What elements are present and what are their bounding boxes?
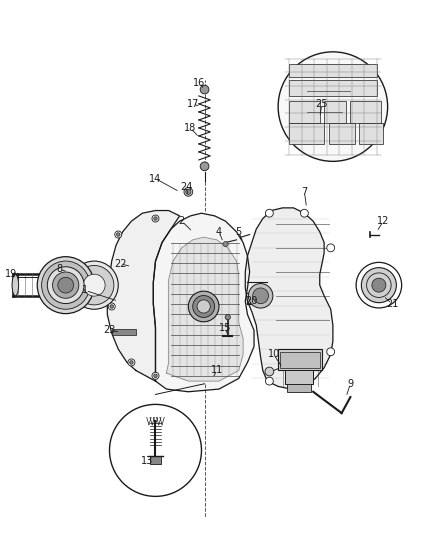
Text: 24: 24 xyxy=(180,182,192,191)
Bar xyxy=(287,384,311,392)
Circle shape xyxy=(265,367,274,376)
Circle shape xyxy=(361,268,396,303)
Text: 25: 25 xyxy=(316,99,328,109)
Circle shape xyxy=(223,241,228,247)
Polygon shape xyxy=(166,237,243,381)
Text: 16: 16 xyxy=(193,78,205,87)
Circle shape xyxy=(154,374,157,377)
Ellipse shape xyxy=(12,274,18,296)
Bar xyxy=(324,101,346,123)
Circle shape xyxy=(265,377,273,385)
Circle shape xyxy=(193,295,215,318)
Bar xyxy=(289,80,377,96)
Circle shape xyxy=(327,244,335,252)
Text: 23: 23 xyxy=(103,326,116,335)
Bar xyxy=(112,329,136,335)
Circle shape xyxy=(42,261,90,309)
Circle shape xyxy=(152,372,159,379)
Circle shape xyxy=(188,291,219,322)
Circle shape xyxy=(200,85,209,94)
Circle shape xyxy=(300,209,308,217)
Circle shape xyxy=(154,217,157,220)
Circle shape xyxy=(200,162,209,171)
Bar xyxy=(285,370,313,384)
Circle shape xyxy=(47,266,84,304)
Bar xyxy=(359,123,383,144)
Circle shape xyxy=(197,300,210,313)
Circle shape xyxy=(300,383,308,390)
Text: 1: 1 xyxy=(82,286,88,295)
Text: 18: 18 xyxy=(184,123,197,133)
Circle shape xyxy=(186,189,191,195)
Polygon shape xyxy=(107,211,180,381)
Circle shape xyxy=(58,277,74,293)
Text: 19: 19 xyxy=(5,270,17,279)
Polygon shape xyxy=(245,208,333,389)
Bar xyxy=(150,456,161,464)
Circle shape xyxy=(248,284,273,308)
Circle shape xyxy=(152,215,159,222)
Circle shape xyxy=(115,231,122,238)
Circle shape xyxy=(253,288,268,304)
Text: 10: 10 xyxy=(268,350,280,359)
Circle shape xyxy=(372,278,386,292)
Text: 7: 7 xyxy=(301,187,307,197)
Bar xyxy=(289,101,320,123)
Circle shape xyxy=(278,52,388,161)
Circle shape xyxy=(108,303,115,310)
Circle shape xyxy=(110,305,113,308)
Text: 2: 2 xyxy=(179,216,185,226)
Text: 4: 4 xyxy=(216,227,222,237)
Text: 20: 20 xyxy=(246,296,258,306)
Text: 21: 21 xyxy=(386,299,398,309)
Bar xyxy=(278,349,322,370)
Circle shape xyxy=(53,272,79,298)
Circle shape xyxy=(130,361,133,364)
Text: 17: 17 xyxy=(187,99,199,109)
Circle shape xyxy=(110,405,201,496)
Bar xyxy=(289,123,324,144)
Circle shape xyxy=(265,209,273,217)
Polygon shape xyxy=(153,213,254,392)
Text: 8: 8 xyxy=(56,264,62,274)
Circle shape xyxy=(37,257,94,313)
Text: 15: 15 xyxy=(219,323,232,333)
Text: 22: 22 xyxy=(114,259,127,269)
Circle shape xyxy=(74,265,114,305)
Bar xyxy=(289,64,377,77)
Circle shape xyxy=(70,261,118,309)
Text: 12: 12 xyxy=(377,216,389,226)
Text: 14: 14 xyxy=(149,174,162,183)
Circle shape xyxy=(327,348,335,356)
Circle shape xyxy=(128,359,135,366)
Circle shape xyxy=(83,274,105,296)
Circle shape xyxy=(117,233,120,236)
Text: 13: 13 xyxy=(141,456,153,466)
Bar xyxy=(280,352,320,368)
Text: 5: 5 xyxy=(236,227,242,237)
Circle shape xyxy=(225,314,230,320)
Circle shape xyxy=(184,188,193,196)
Text: 11: 11 xyxy=(211,366,223,375)
Bar xyxy=(328,123,355,144)
Bar xyxy=(350,101,381,123)
Text: 9: 9 xyxy=(347,379,353,389)
